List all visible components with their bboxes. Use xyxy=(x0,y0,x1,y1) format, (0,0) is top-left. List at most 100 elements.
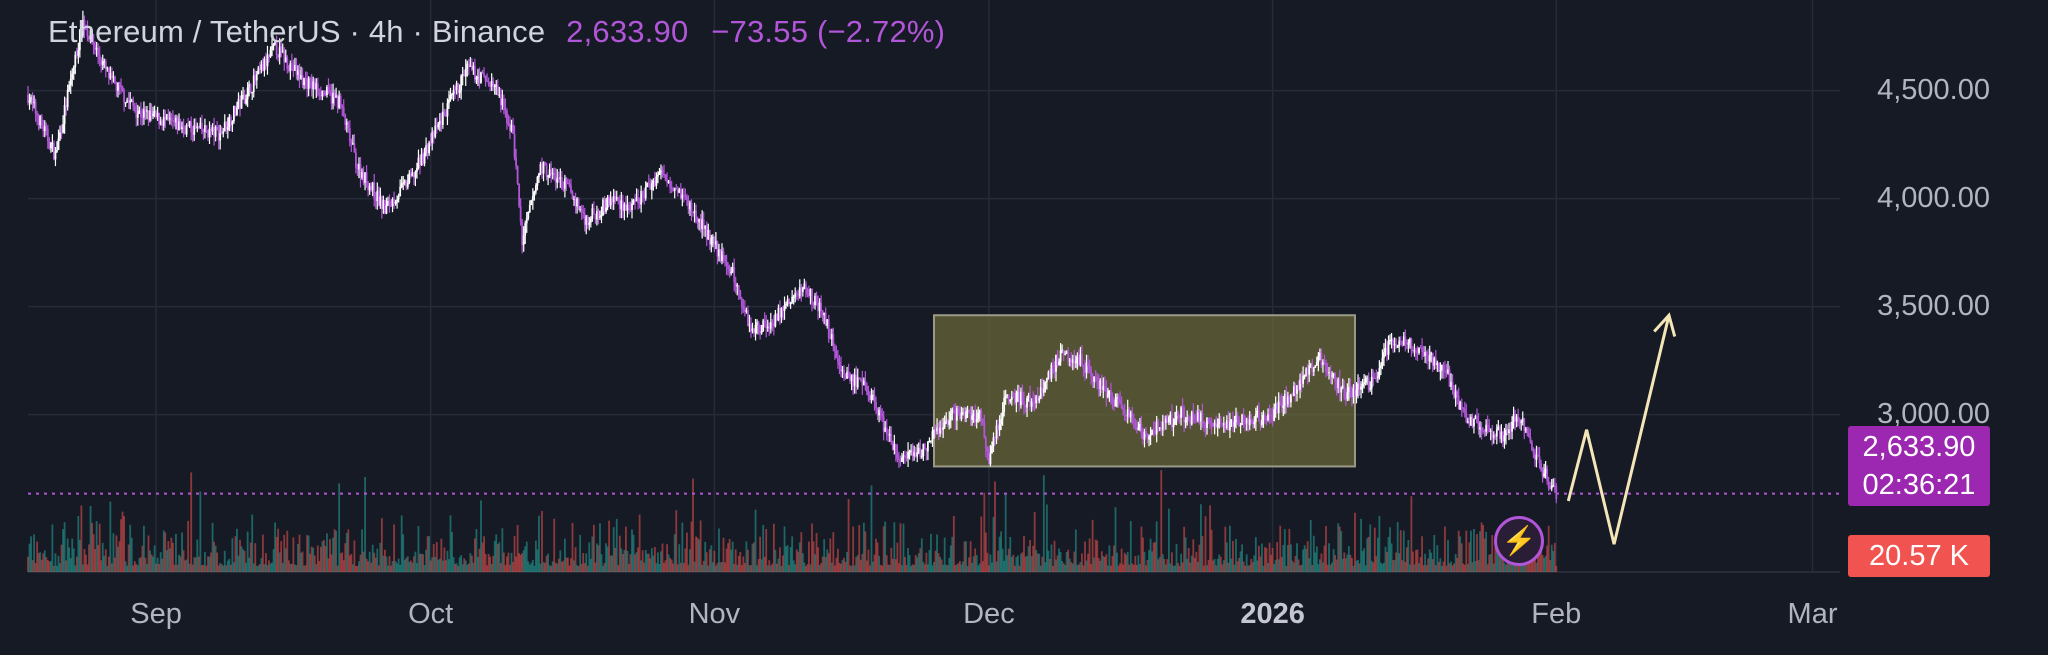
volume-bar xyxy=(1178,566,1181,572)
volume-bar xyxy=(458,557,461,572)
volume-bar xyxy=(1427,558,1430,572)
candle-body xyxy=(1064,353,1067,355)
volume-bar xyxy=(1261,543,1263,572)
volume-bar xyxy=(339,553,342,572)
candle-body xyxy=(1184,419,1187,423)
volume-bar xyxy=(585,553,588,572)
volume-bar xyxy=(426,536,429,572)
candle-body xyxy=(228,116,231,127)
candle-body xyxy=(960,412,963,420)
volume-bar xyxy=(965,541,967,572)
volume-bar xyxy=(1471,562,1474,572)
volume-bar xyxy=(133,561,136,572)
candle-body xyxy=(599,216,601,218)
volume-bar xyxy=(377,565,380,572)
volume-bar xyxy=(397,558,400,572)
volume-bar xyxy=(165,550,168,572)
volume-bar xyxy=(1390,543,1393,572)
volume-bar xyxy=(844,561,847,572)
lightning-icon[interactable]: ⚡ xyxy=(1494,516,1544,566)
candle-body xyxy=(1334,373,1337,382)
candle-body xyxy=(806,289,809,295)
candle-body xyxy=(1416,352,1419,354)
volume-bar xyxy=(147,535,150,572)
candle-body xyxy=(350,141,353,144)
volume-bar xyxy=(1453,563,1456,572)
volume-bar xyxy=(464,560,467,572)
candle-body xyxy=(916,452,919,457)
candle-body xyxy=(1537,455,1539,457)
volume-bar xyxy=(737,555,740,572)
volume-bar xyxy=(835,557,838,572)
volume-bar xyxy=(1071,563,1074,572)
volume-bar xyxy=(1230,558,1233,572)
volume-bar xyxy=(1445,565,1448,572)
volume-bar xyxy=(617,565,620,572)
volume-bar xyxy=(919,548,922,572)
candle-body xyxy=(1163,421,1166,423)
volume-bar xyxy=(811,523,813,572)
volume-bar xyxy=(745,541,748,572)
candle-body xyxy=(368,186,371,191)
candle-body xyxy=(208,128,211,138)
candle-body xyxy=(53,142,55,160)
volume-bar xyxy=(162,530,165,572)
projection-path-drawing[interactable] xyxy=(1566,314,1671,545)
candle-body xyxy=(487,81,490,85)
volume-bar xyxy=(1228,525,1231,572)
candle-body xyxy=(611,198,614,203)
volume-bar xyxy=(405,557,408,572)
volume-bar xyxy=(696,537,699,572)
volume-bar xyxy=(1062,563,1065,572)
candle-body xyxy=(699,218,702,230)
volume-bar xyxy=(567,557,569,572)
volume-bar xyxy=(86,564,89,572)
candle-body xyxy=(1483,431,1486,433)
x-tick-label: Feb xyxy=(1531,598,1582,630)
candle-body xyxy=(1222,423,1225,425)
volume-bar xyxy=(1111,555,1114,572)
volume-bar xyxy=(1302,549,1305,572)
volume-bar xyxy=(1274,559,1277,572)
candle-body xyxy=(615,197,618,200)
candle-body xyxy=(850,374,853,381)
candle-body xyxy=(1469,416,1472,426)
candle-body xyxy=(1293,386,1295,396)
volume-bar xyxy=(487,553,490,572)
candle-body xyxy=(422,154,424,164)
volume-bar xyxy=(43,550,46,572)
volume-bar xyxy=(824,556,827,572)
volume-bar xyxy=(469,553,472,572)
volume-bar xyxy=(646,553,649,572)
volume-bar xyxy=(954,565,957,572)
candle-body xyxy=(943,422,946,428)
volume-bar xyxy=(675,510,678,572)
volume-bar xyxy=(45,557,48,572)
symbol-title[interactable]: Ethereum / TetherUS · 4h · Binance xyxy=(48,14,546,49)
volume-bar xyxy=(344,543,347,572)
candle-body xyxy=(464,68,467,77)
candle-body xyxy=(803,283,806,289)
volume-bar xyxy=(875,538,877,572)
candle-body xyxy=(1418,347,1420,353)
candle-body xyxy=(978,410,981,413)
candle-body xyxy=(618,199,621,210)
volume-bar xyxy=(837,548,839,572)
candle-body xyxy=(1125,414,1128,417)
volume-bar xyxy=(335,530,338,572)
volume-bar xyxy=(815,533,818,572)
candle-body xyxy=(594,213,597,220)
volume-bar xyxy=(1180,553,1182,572)
volume-bar xyxy=(414,551,417,572)
volume-bar xyxy=(1264,547,1266,572)
volume-bar xyxy=(1282,545,1285,572)
volume-bar xyxy=(271,562,273,572)
volume-bar xyxy=(1305,548,1308,572)
candle-body xyxy=(351,143,354,145)
candle-body xyxy=(347,122,350,129)
candle-body xyxy=(975,418,978,422)
candle-body xyxy=(420,154,423,165)
candle-body xyxy=(617,197,620,200)
candle-body xyxy=(1250,419,1253,421)
